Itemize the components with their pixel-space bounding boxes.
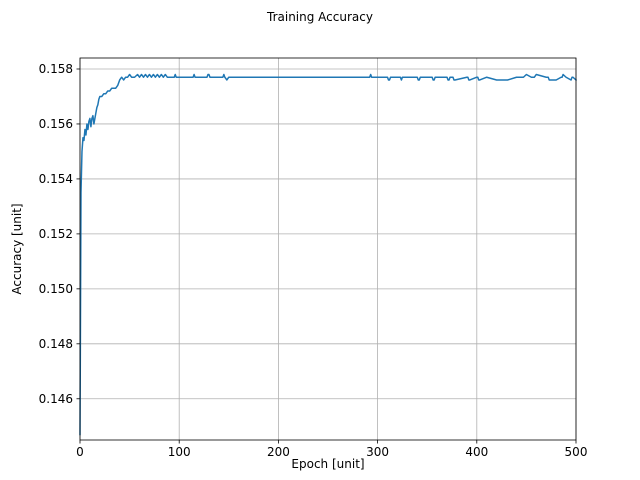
x-axis-label: Epoch [unit]	[291, 457, 364, 471]
y-tick-label: 0.158	[39, 62, 73, 76]
x-tick-label: 300	[366, 445, 389, 459]
series-layer	[79, 73, 578, 436]
plot-background	[80, 58, 576, 440]
y-tick-label: 0.150	[39, 282, 73, 296]
x-tick-label: 500	[565, 445, 588, 459]
x-tick-label: 400	[465, 445, 488, 459]
axes-frame	[79, 57, 577, 441]
grid-lines	[79, 58, 577, 440]
x-tick-label: 0	[76, 445, 84, 459]
y-tick-label: 0.156	[39, 117, 73, 131]
y-tick-label: 0.148	[39, 337, 73, 351]
x-tick-label: 100	[168, 445, 191, 459]
y-tick-label: 0.154	[39, 172, 73, 186]
y-tick-label: 0.146	[39, 392, 73, 406]
y-tick-label: 0.152	[39, 227, 73, 241]
x-tick-label: 200	[267, 445, 290, 459]
plot-area	[79, 57, 578, 441]
y-axis-ticks: 0.146 0.148 0.150 0.152 0.154 0.156 0.158	[39, 62, 80, 406]
x-axis-ticks: 0 100 200 300 400 500	[76, 440, 587, 459]
chart-title: Training Accuracy	[266, 10, 373, 24]
y-axis-label: Accuracy [unit]	[10, 203, 24, 294]
series-line	[79, 73, 578, 436]
